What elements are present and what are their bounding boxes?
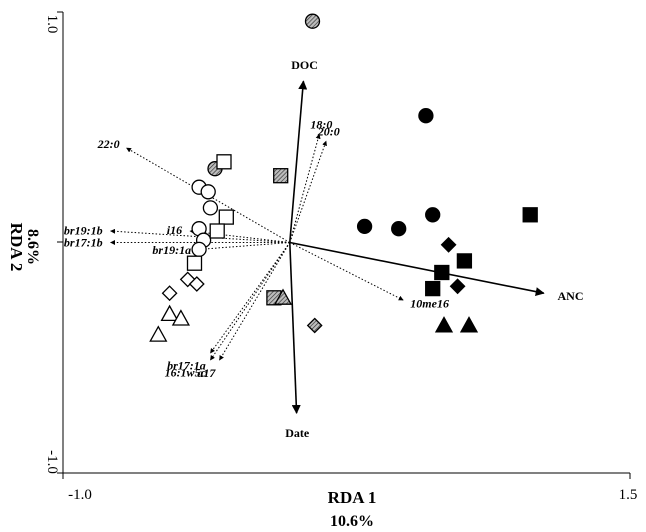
sample-square-black <box>523 208 537 222</box>
vector-label-doc: DOC <box>291 58 318 72</box>
vector-label-20-0: 20:0 <box>317 125 340 139</box>
vector-label-a17: a17 <box>197 366 216 380</box>
sample-diamond-open <box>163 286 177 300</box>
vector-label-date: Date <box>285 426 310 440</box>
sample-square-black <box>435 266 449 280</box>
sample-circle-hatched <box>306 14 320 28</box>
sample-circle-black <box>392 222 406 236</box>
vector-label-10me16: 10me16 <box>410 297 449 311</box>
sample-circle-open <box>192 242 206 256</box>
sample-circle-black <box>358 219 372 233</box>
sample-square-hatched <box>274 169 288 183</box>
vector-label-22-0: 22:0 <box>97 137 120 151</box>
sample-circle-black <box>419 109 433 123</box>
sample-square-open <box>188 256 202 270</box>
sample-diamond-black <box>451 279 465 293</box>
sample-points <box>150 14 537 341</box>
sample-diamond-hatched <box>308 319 322 333</box>
y-axis-explained: 8.6% <box>24 229 41 265</box>
fa-vector-20-0 <box>290 141 326 242</box>
sample-triangle-open <box>150 327 166 341</box>
x-axis-explained: 10.6% <box>330 513 374 530</box>
vector-label-i16: i16 <box>167 223 182 237</box>
vector-label-br19-1a: br19:1a <box>152 243 191 257</box>
sample-circle-open <box>203 201 217 215</box>
sample-triangle-black <box>436 318 452 332</box>
x-axis-title: RDA 1 <box>328 488 377 507</box>
y-tick-label-max: 1.0 <box>44 15 60 34</box>
vector-label-anc: ANC <box>558 289 584 303</box>
fa-vector-br19-1a <box>199 243 290 250</box>
sample-circle-black <box>426 208 440 222</box>
sample-square-black <box>457 254 471 268</box>
env-vector-date <box>290 243 297 414</box>
sample-diamond-black <box>442 238 456 252</box>
env-vector-anc <box>290 243 544 294</box>
sample-square-open <box>217 155 231 169</box>
x-tick-label-max: 1.5 <box>619 487 638 503</box>
vector-label-br17-1b: br17:1b <box>64 236 103 250</box>
sample-circle-open <box>201 185 215 199</box>
y-axis-title: RDA 2 <box>7 223 26 272</box>
sample-square-black <box>426 282 440 296</box>
sample-square-open <box>219 210 233 224</box>
sample-square-open <box>210 224 224 238</box>
fa-vector-10me16 <box>290 243 403 301</box>
x-tick-label-min: -1.0 <box>68 487 92 503</box>
y-tick-label-min: -1.0 <box>44 450 60 474</box>
sample-triangle-open <box>162 306 178 320</box>
sample-triangle-black <box>461 318 477 332</box>
